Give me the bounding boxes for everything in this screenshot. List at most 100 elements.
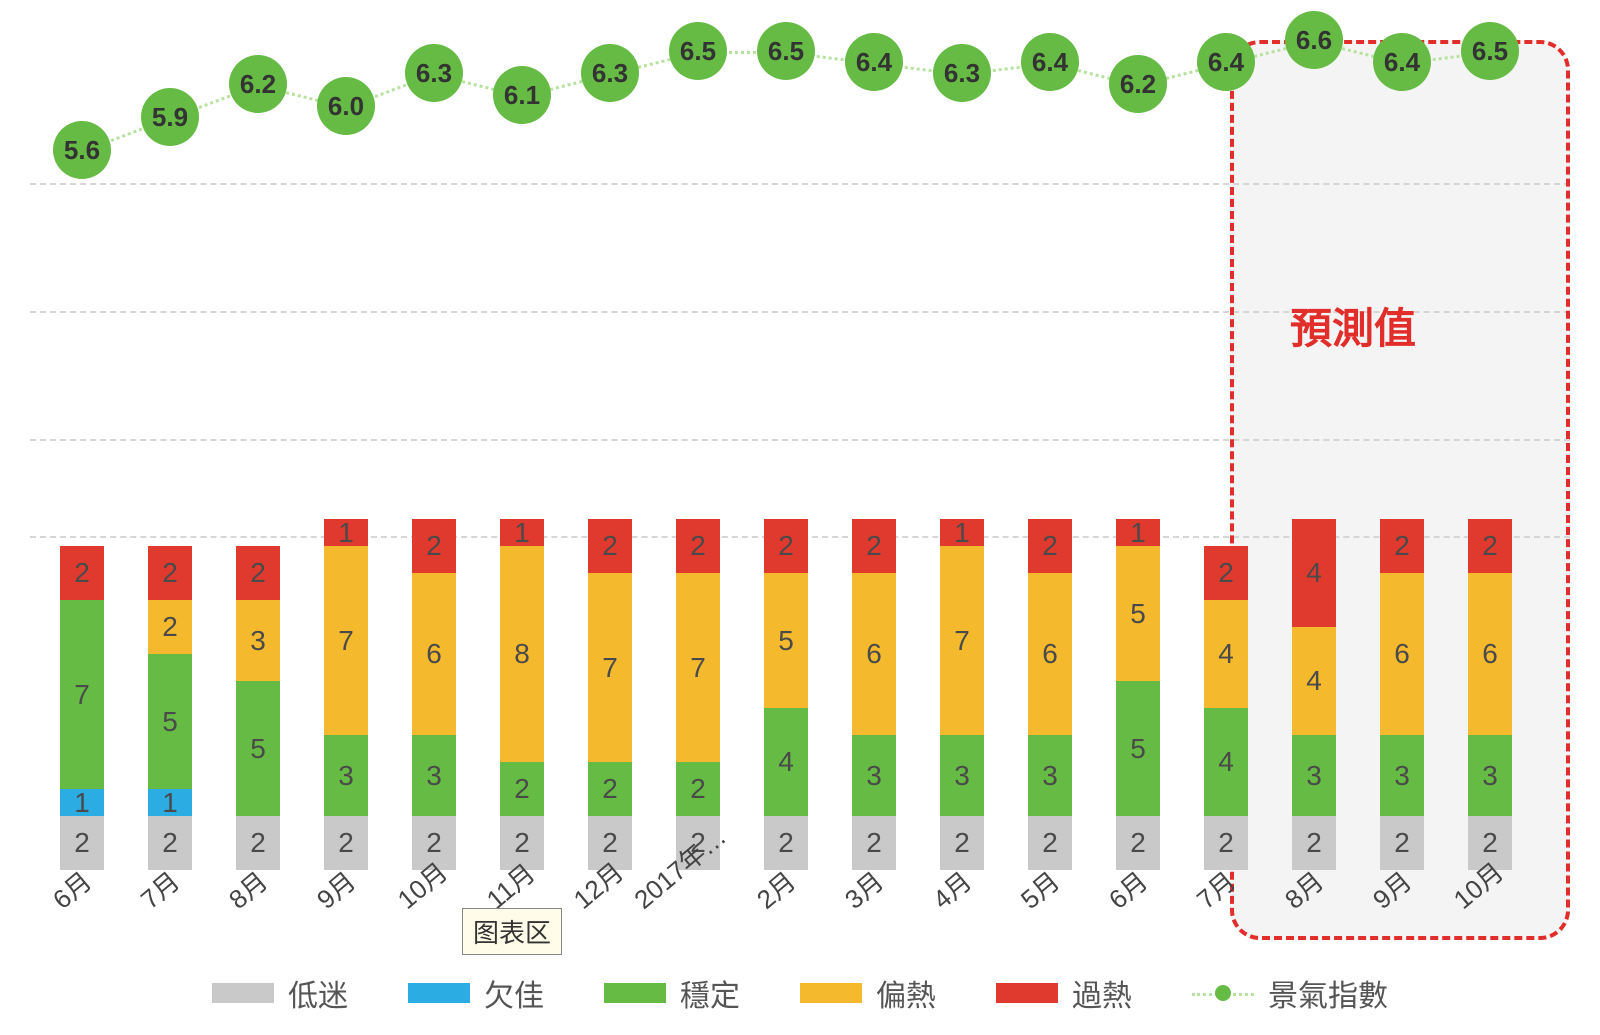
legend-item-stable: 穩定	[604, 971, 740, 1015]
bar-segment-poor: 1	[148, 789, 192, 816]
bar-segment-hot: 2	[1468, 519, 1512, 573]
legend-item-low: 低迷	[212, 971, 348, 1015]
bar-segment-stable: 3	[1468, 735, 1512, 816]
bar-segment-stable: 5	[1116, 681, 1160, 816]
bar-segment-warm: 4	[1204, 600, 1248, 708]
bar-segment-stable: 7	[60, 600, 104, 789]
bar-segment-warm: 6	[1028, 573, 1072, 735]
bar-segment-poor: 1	[60, 789, 104, 816]
bar-stack: 2371	[324, 519, 368, 870]
bar-segment-hot: 1	[324, 519, 368, 546]
bar-stack: 2362	[1380, 519, 1424, 870]
bar-stack: 2272	[676, 519, 720, 870]
legend-label: 景氣指數	[1268, 971, 1388, 1015]
bar-segment-low: 2	[852, 816, 896, 870]
bar-stack: 2452	[764, 519, 808, 870]
bar-segment-warm: 5	[764, 573, 808, 708]
bar-segment-stable: 3	[1380, 735, 1424, 816]
bar-segment-warm: 6	[852, 573, 896, 735]
bar-segment-warm: 2	[148, 600, 192, 654]
legend: 低迷 欠佳 穩定 偏熱 過熱 景氣指數	[20, 971, 1580, 1015]
bar-segment-warm: 7	[940, 546, 984, 735]
bar-segment-stable: 5	[148, 654, 192, 789]
bar-segment-hot: 2	[588, 519, 632, 573]
bar-segment-warm: 5	[1116, 546, 1160, 681]
x-axis-label: 8月	[220, 862, 275, 916]
bar-segment-low: 2	[1204, 816, 1248, 870]
bar-segment-hot: 2	[1204, 546, 1248, 600]
bar-segment-low: 2	[764, 816, 808, 870]
bar-stack: 2362	[1468, 519, 1512, 870]
bar-stack: 21522	[148, 546, 192, 870]
legend-swatch	[604, 983, 666, 1003]
x-axis-label: 7月	[132, 862, 187, 916]
bar-segment-stable: 3	[324, 735, 368, 816]
bar-segment-warm: 8	[500, 546, 544, 762]
bar-segment-warm: 6	[1468, 573, 1512, 735]
bar-segment-stable: 4	[1204, 708, 1248, 816]
bar-segment-warm: 7	[324, 546, 368, 735]
bar-stack: 2362	[1028, 519, 1072, 870]
bar-segment-low: 2	[60, 816, 104, 870]
bar-segment-hot: 2	[1028, 519, 1072, 573]
bar-stack: 2532	[236, 546, 280, 870]
bar-segment-low: 2	[1116, 816, 1160, 870]
bar-segment-hot: 2	[852, 519, 896, 573]
x-axis-label: 3月	[836, 862, 891, 916]
bar-segment-hot: 4	[1292, 519, 1336, 627]
business-climate-chart: 5.65.96.26.06.36.16.36.56.56.46.36.46.26…	[20, 20, 1580, 1015]
bar-segment-low: 2	[1028, 816, 1072, 870]
stacked-bars: 2172215222532237123622281227222722452236…	[30, 20, 1570, 870]
x-axis-label: 9月	[308, 862, 363, 916]
bar-stack: 2172	[60, 546, 104, 870]
bar-segment-low: 2	[236, 816, 280, 870]
bar-segment-stable: 2	[588, 762, 632, 816]
legend-swatch	[996, 983, 1058, 1003]
bar-segment-warm: 6	[1380, 573, 1424, 735]
legend-swatch	[800, 983, 862, 1003]
bar-segment-hot: 1	[500, 519, 544, 546]
bar-stack: 2371	[940, 519, 984, 870]
bar-segment-low: 2	[940, 816, 984, 870]
legend-label: 欠佳	[484, 971, 544, 1015]
bar-segment-stable: 3	[1292, 735, 1336, 816]
bar-stack: 2281	[500, 519, 544, 870]
bar-segment-stable: 3	[940, 735, 984, 816]
bar-segment-low: 2	[1380, 816, 1424, 870]
bar-segment-hot: 2	[1380, 519, 1424, 573]
bar-stack: 2362	[412, 519, 456, 870]
chart-area-tooltip: 图表区	[462, 908, 562, 955]
bar-stack: 2272	[588, 519, 632, 870]
bar-segment-hot: 2	[148, 546, 192, 600]
bar-stack: 2551	[1116, 519, 1160, 870]
legend-item-warm: 偏熱	[800, 971, 936, 1015]
legend-item-hot: 過熱	[996, 971, 1132, 1015]
x-axis-label: 5月	[1012, 862, 1067, 916]
x-axis-label: 2月	[748, 862, 803, 916]
bar-segment-warm: 6	[412, 573, 456, 735]
bar-segment-stable: 3	[1028, 735, 1072, 816]
forecast-label: 預測值	[1290, 295, 1416, 356]
legend-line-swatch	[1192, 983, 1254, 1003]
legend-label: 低迷	[288, 971, 348, 1015]
bar-segment-stable: 3	[412, 735, 456, 816]
bar-segment-stable: 2	[676, 762, 720, 816]
bar-segment-hot: 2	[412, 519, 456, 573]
bar-stack: 2344	[1292, 519, 1336, 870]
bar-segment-low: 2	[324, 816, 368, 870]
bar-segment-hot: 2	[764, 519, 808, 573]
bar-segment-hot: 2	[60, 546, 104, 600]
bar-segment-warm: 4	[1292, 627, 1336, 735]
bar-segment-warm: 7	[676, 573, 720, 762]
bar-segment-stable: 2	[500, 762, 544, 816]
legend-item-line: 景氣指數	[1192, 971, 1388, 1015]
bar-segment-hot: 2	[236, 546, 280, 600]
bar-segment-stable: 3	[852, 735, 896, 816]
bar-segment-warm: 3	[236, 600, 280, 681]
bar-segment-warm: 7	[588, 573, 632, 762]
legend-label: 過熱	[1072, 971, 1132, 1015]
bar-stack: 2442	[1204, 546, 1248, 870]
x-axis-label: 4月	[924, 862, 979, 916]
legend-label: 穩定	[680, 971, 740, 1015]
bar-segment-low: 2	[148, 816, 192, 870]
